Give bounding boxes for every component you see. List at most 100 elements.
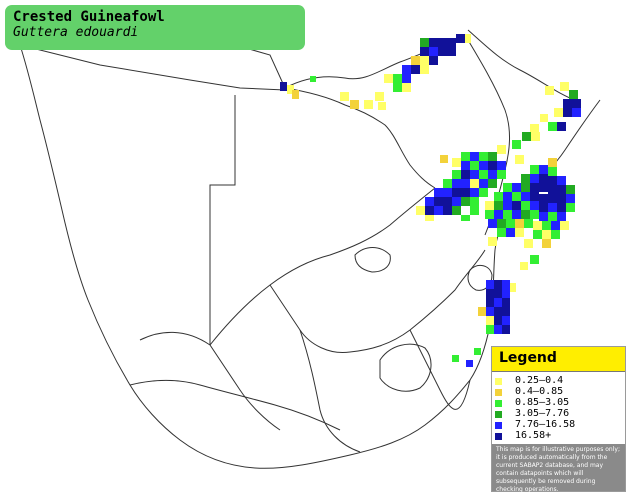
- distribution-cell: [402, 83, 411, 92]
- distribution-cell: [560, 82, 569, 91]
- distribution-cell: [488, 237, 497, 246]
- title-box: Crested Guineafowl Guttera edouardi: [5, 5, 305, 50]
- distribution-cell: [461, 188, 470, 197]
- distribution-cell: [486, 325, 494, 334]
- distribution-cell: [502, 280, 510, 289]
- legend-label: 0.25–0.4: [515, 375, 564, 386]
- distribution-cell: [548, 158, 557, 167]
- distribution-cell: [470, 197, 479, 206]
- distribution-cell: [485, 210, 494, 219]
- distribution-cell: [447, 38, 456, 47]
- distribution-cell: [572, 108, 581, 117]
- distribution-cell: [461, 152, 470, 161]
- distribution-cell: [494, 192, 503, 201]
- distribution-cell: [521, 210, 530, 219]
- legend-title: Legend: [499, 350, 557, 366]
- distribution-cell: [420, 56, 429, 65]
- distribution-cell: [393, 83, 402, 92]
- distribution-cell: [470, 188, 479, 197]
- distribution-cell: [548, 194, 557, 203]
- distribution-cell: [461, 197, 470, 206]
- distribution-cell: [494, 298, 502, 307]
- distribution-cell: [488, 152, 497, 161]
- gauteng: [354, 247, 391, 273]
- distribution-cell: [440, 155, 448, 163]
- distribution-cell: [542, 230, 551, 239]
- distribution-cell: [497, 170, 506, 179]
- provinces-central: [299, 329, 361, 453]
- distribution-cell: [494, 280, 502, 289]
- distribution-cell: [548, 185, 557, 194]
- legend-item: 7.76–16.58: [495, 419, 623, 431]
- distribution-cell: [542, 239, 551, 248]
- distribution-cell: [452, 206, 461, 215]
- distribution-cell: [452, 179, 461, 188]
- distribution-cell: [378, 102, 386, 110]
- legend-label: 3.05–7.76: [515, 408, 570, 419]
- distribution-cell: [521, 192, 530, 201]
- distribution-cell: [539, 165, 548, 174]
- distribution-cell: [557, 176, 566, 185]
- distribution-cell: [470, 206, 479, 215]
- legend-swatch: [495, 389, 502, 396]
- distribution-cell: [411, 65, 420, 74]
- western-cape: [129, 379, 341, 431]
- legend-item: 0.4–0.85: [495, 386, 623, 398]
- distribution-cell: [566, 203, 575, 212]
- distribution-cell: [494, 201, 503, 210]
- distribution-cell: [434, 206, 443, 215]
- distribution-cell: [479, 179, 488, 188]
- distribution-cell: [524, 219, 533, 228]
- distribution-cell: [434, 188, 443, 197]
- distribution-cell: [557, 185, 566, 194]
- distribution-cell: [393, 74, 402, 83]
- distribution-cell: [287, 85, 294, 94]
- distribution-cell: [531, 132, 540, 141]
- distribution-cell: [425, 215, 434, 221]
- distribution-cell: [443, 197, 452, 206]
- distribution-cell: [443, 206, 452, 215]
- distribution-cell: [488, 170, 497, 179]
- distribution-cell: [420, 47, 429, 56]
- distribution-cell: [452, 197, 461, 206]
- distribution-cell: [521, 183, 530, 192]
- legend-panel: Legend 0.25–0.4 0.4–0.85 0.85–3.05 3.05–…: [491, 346, 626, 493]
- distribution-cell: [510, 283, 516, 292]
- distribution-cell: [548, 176, 557, 185]
- distribution-cell: [494, 325, 502, 334]
- distribution-cell: [503, 183, 512, 192]
- distribution-cell: [548, 203, 557, 212]
- distribution-cell: [486, 280, 494, 289]
- distribution-cell: [502, 289, 510, 298]
- distribution-cell: [488, 219, 497, 228]
- distribution-cell: [566, 194, 575, 203]
- distribution-cell: [551, 230, 560, 239]
- malawi-mozambique: [467, 29, 576, 101]
- angola-zambia-border: [234, 44, 286, 89]
- distribution-cell: [502, 325, 510, 334]
- distribution-cell: [486, 298, 494, 307]
- distribution-cell: [470, 152, 479, 161]
- distribution-cell: [350, 100, 359, 109]
- legend-label: 16.58+: [515, 430, 552, 441]
- distribution-cell: [479, 188, 488, 197]
- distribution-cell: [522, 132, 531, 141]
- legend-item: 0.85–3.05: [495, 397, 623, 409]
- distribution-cell: [539, 212, 548, 221]
- distribution-cell: [479, 152, 488, 161]
- distribution-cell: [478, 307, 486, 316]
- distribution-cell: [461, 161, 470, 170]
- distribution-cell: [563, 108, 572, 117]
- distribution-cell: [486, 289, 494, 298]
- distribution-cell: [443, 188, 452, 197]
- distribution-cell: [488, 179, 497, 188]
- distribution-cell: [502, 316, 510, 325]
- legend-swatch: [495, 422, 502, 429]
- distribution-cell: [443, 179, 452, 188]
- distribution-cell: [452, 355, 459, 362]
- distribution-cell: [486, 316, 494, 325]
- distribution-cell: [497, 228, 506, 237]
- legend-swatch: [495, 378, 502, 385]
- legend-swatch: [495, 400, 502, 407]
